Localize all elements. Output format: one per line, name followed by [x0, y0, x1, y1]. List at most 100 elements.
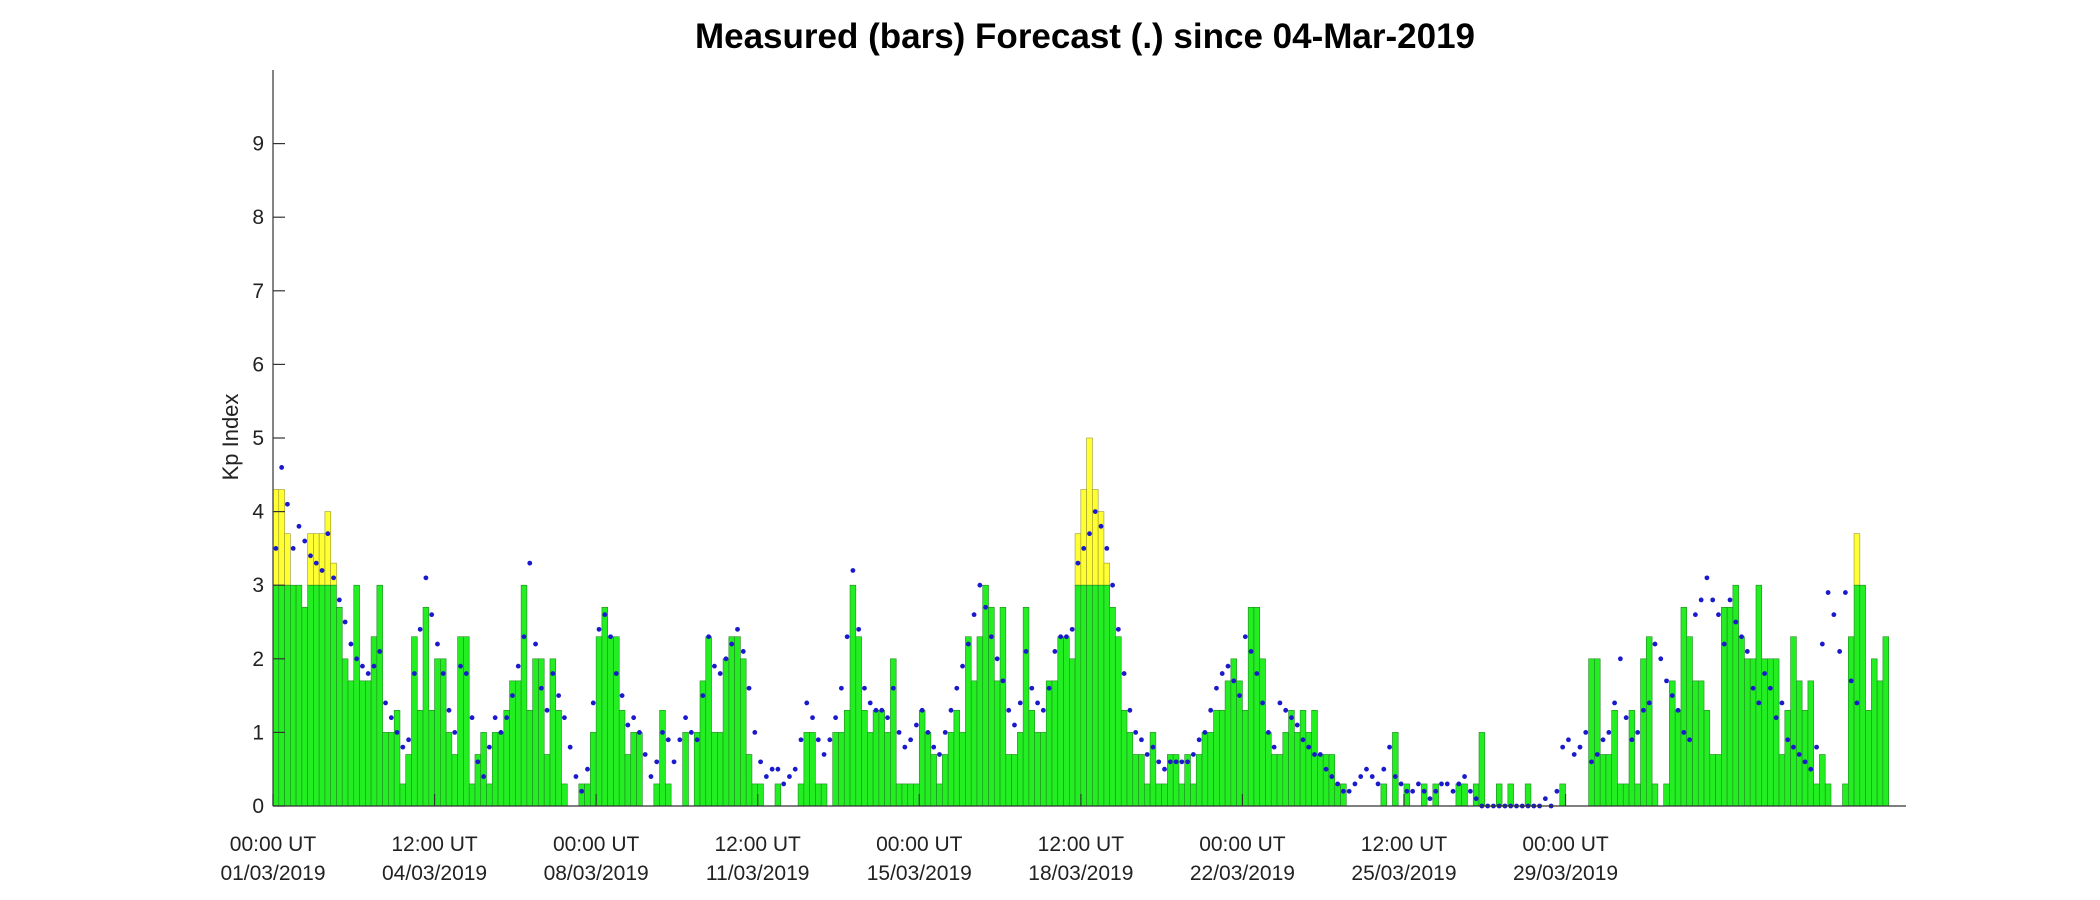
forecast-point [769, 766, 775, 772]
bar [947, 732, 955, 807]
bar [1859, 584, 1866, 807]
bar [590, 732, 597, 807]
forecast-point [429, 612, 435, 618]
forecast-point [1358, 774, 1364, 779]
forecast-point [1762, 671, 1768, 676]
forecast-point [1064, 634, 1069, 640]
x-tick-label-time: 12:00 UT [1361, 833, 1448, 856]
forecast-point [1675, 707, 1681, 713]
bar [1669, 680, 1676, 807]
bar [341, 658, 349, 807]
forecast-point [902, 744, 908, 750]
forecast-point [481, 774, 487, 779]
bar [509, 680, 516, 807]
forecast-point [1796, 752, 1802, 757]
forecast-point [896, 730, 902, 735]
forecast-point [1133, 730, 1139, 735]
x-tick-label-time: 00:00 UT [1522, 833, 1609, 856]
forecast-point [879, 707, 885, 713]
forecast-point [642, 752, 648, 757]
bar [1709, 754, 1716, 807]
forecast-point [648, 774, 654, 779]
bar [1276, 754, 1284, 807]
forecast-point [700, 693, 706, 698]
bar [861, 710, 868, 807]
forecast-point [787, 774, 792, 779]
forecast-point [977, 582, 983, 588]
bar [1813, 783, 1820, 807]
bar [624, 754, 632, 807]
bar [728, 636, 735, 807]
forecast-point [1635, 730, 1641, 735]
forecast-point [717, 671, 723, 676]
bar-active-segment [1092, 489, 1099, 586]
bar-active-segment [1074, 533, 1082, 586]
bar [272, 584, 280, 807]
forecast-point [1173, 759, 1179, 765]
bar [1715, 754, 1722, 807]
forecast-point [983, 604, 989, 610]
forecast-point [954, 685, 960, 691]
forecast-point [550, 671, 556, 676]
forecast-point [1848, 678, 1854, 684]
forecast-point [325, 531, 331, 537]
chart-title: Measured (bars) Forecast (.) since 04-Ma… [695, 17, 1475, 56]
forecast-point [1104, 546, 1110, 551]
forecast-point [1629, 737, 1635, 743]
forecast-point [625, 722, 631, 728]
forecast-point [885, 715, 890, 721]
bar [1594, 658, 1601, 807]
bar [1305, 732, 1312, 807]
forecast-point [486, 744, 492, 750]
y-tick-label: 7 [252, 280, 264, 303]
bar [532, 658, 539, 807]
forecast-point [660, 730, 665, 735]
bar [1847, 636, 1855, 807]
forecast-point [510, 693, 515, 698]
bar [1622, 783, 1630, 807]
bar [1674, 710, 1682, 807]
bar [434, 658, 441, 807]
forecast-point [504, 715, 510, 721]
forecast-point [1802, 759, 1808, 765]
forecast-point [792, 766, 798, 772]
bar [330, 584, 337, 807]
y-tick-label: 9 [252, 133, 264, 156]
forecast-point [671, 759, 677, 765]
forecast-point [1017, 700, 1023, 706]
y-tick-label: 2 [252, 648, 264, 671]
forecast-point [1692, 612, 1698, 618]
bar [1242, 710, 1249, 807]
bar [1236, 680, 1243, 807]
bar [682, 732, 689, 807]
bar [1051, 680, 1059, 807]
forecast-point [850, 568, 856, 573]
bar [1380, 783, 1387, 807]
forecast-point [833, 715, 839, 721]
bar [907, 783, 914, 807]
x-tick-label-time: 00:00 UT [553, 833, 640, 856]
bar-active-segment [1103, 562, 1110, 586]
forecast-point [1058, 634, 1064, 640]
bar [1871, 658, 1878, 807]
y-axis-label: Kp Index [218, 394, 243, 481]
bar [815, 783, 822, 807]
forecast-point [365, 671, 371, 676]
forecast-point [336, 597, 342, 603]
forecast-point [1433, 788, 1439, 794]
forecast-point [1779, 700, 1785, 706]
bar [1738, 636, 1745, 807]
forecast-point [1387, 744, 1392, 750]
forecast-point [1127, 707, 1133, 713]
bar [1496, 783, 1503, 807]
bar [1161, 783, 1168, 807]
forecast-point [1837, 649, 1843, 654]
forecast-dots [273, 465, 1860, 809]
bar [1726, 606, 1734, 807]
forecast-point [1012, 722, 1017, 728]
forecast-point [1340, 788, 1346, 794]
bar [1322, 754, 1330, 807]
bar [872, 710, 880, 807]
bar [953, 710, 960, 807]
forecast-point [1121, 671, 1127, 676]
